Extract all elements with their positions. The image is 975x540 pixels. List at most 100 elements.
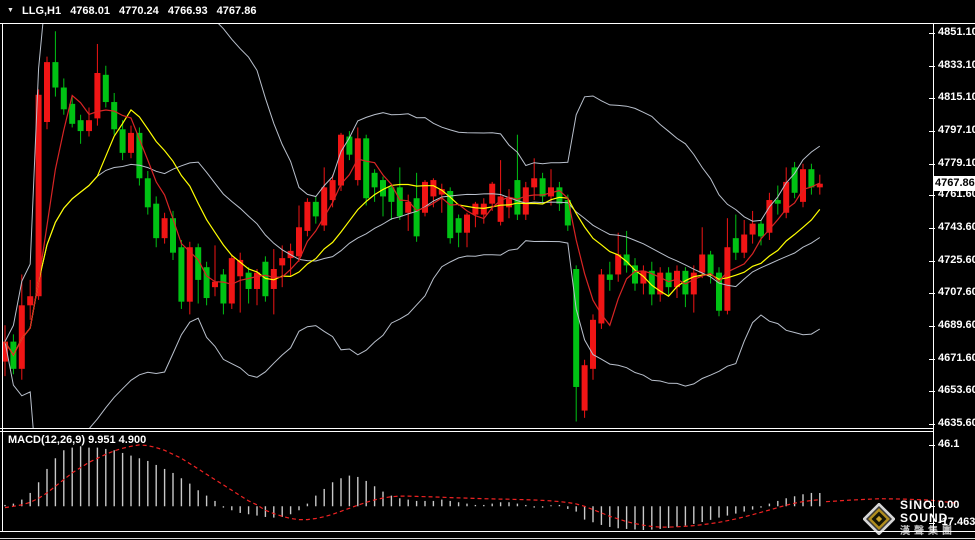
candle-body <box>741 234 748 253</box>
ma-line-red <box>4 94 821 357</box>
logo-name: SINO SOUND <box>900 498 949 525</box>
candle-body <box>195 247 202 280</box>
candle-body <box>615 254 622 275</box>
price-axis-tick <box>929 33 935 34</box>
candle-body <box>237 259 244 277</box>
chevron-down-icon[interactable]: ▼ <box>7 7 14 14</box>
candle-body <box>464 214 470 233</box>
price-axis-label: 4797.10 <box>938 124 975 136</box>
left-border <box>2 23 3 532</box>
candle-body <box>60 87 67 110</box>
candle-body <box>590 319 596 369</box>
current-price-tag: 4767.86 <box>933 176 975 191</box>
candle-body <box>816 183 823 188</box>
price-axis-label: 4743.60 <box>938 221 975 233</box>
candle-body <box>657 272 664 295</box>
candle-body <box>447 190 454 239</box>
candle-body <box>438 189 445 195</box>
candle-body <box>18 305 25 369</box>
candle-body <box>548 187 554 197</box>
ohlc-close: 4767.86 <box>216 5 257 17</box>
candle-body <box>52 62 59 88</box>
candle-body <box>321 187 328 226</box>
candle-body <box>472 203 479 215</box>
candle-body <box>304 201 311 231</box>
price-axis-tick <box>929 164 935 165</box>
candle-body <box>783 181 790 213</box>
macd-axis-tick <box>929 506 935 507</box>
candle-body <box>623 254 630 266</box>
candle-body <box>716 272 722 311</box>
price-axis-label: 4653.60 <box>938 384 975 396</box>
candle-body <box>388 187 395 202</box>
price-axis-tick <box>929 359 935 360</box>
bollinger-middle-band <box>4 161 821 357</box>
candle-body <box>774 200 781 204</box>
candle-body <box>682 270 689 295</box>
candle-body <box>203 267 210 299</box>
candle-body <box>648 270 655 295</box>
ohlc-open: 4768.01 <box>70 5 110 17</box>
candle-body <box>581 365 588 411</box>
price-axis-tick <box>929 195 935 196</box>
candle-body <box>136 132 143 179</box>
candle-body <box>422 181 428 213</box>
price-axis-line <box>933 23 934 532</box>
candle-body <box>690 272 697 295</box>
macd-indicator-label: MACD(12,26,9) 9.951 4.900 <box>8 434 147 446</box>
candle-body <box>119 129 126 153</box>
candle-body <box>77 120 84 132</box>
candle-body <box>413 198 420 237</box>
candle-body <box>573 269 580 387</box>
candle-body <box>35 94 42 297</box>
macd-axis-tick <box>929 445 935 446</box>
candle-body <box>161 218 168 239</box>
macd-signal-line <box>4 444 820 528</box>
candle-body <box>44 62 50 123</box>
main-macd-separator-1 <box>0 428 933 429</box>
candle-body <box>749 223 756 235</box>
candle-body <box>86 120 92 132</box>
candle-body <box>102 74 109 103</box>
candle-body <box>212 281 218 288</box>
top-border <box>0 23 975 24</box>
ma-line-yellow <box>4 108 821 357</box>
price-axis-label: 4851.10 <box>938 26 975 38</box>
candle-body <box>699 254 706 273</box>
macd-signal-extension <box>825 498 957 504</box>
macd-axis-label: -17.463 <box>938 516 975 528</box>
candle-body <box>3 341 8 362</box>
candle-body <box>522 187 529 215</box>
candle-body <box>665 272 672 288</box>
candle-body <box>296 227 302 257</box>
candle-body <box>506 198 512 208</box>
candle-body <box>380 180 386 197</box>
candle-body <box>329 180 336 201</box>
price-axis-tick <box>929 98 935 99</box>
candle-body <box>254 272 260 289</box>
price-axis-tick <box>929 391 935 392</box>
macd-axis-label: 0.00 <box>938 499 960 511</box>
candle-body <box>178 247 185 302</box>
candle-body <box>144 178 151 208</box>
candle-body <box>346 136 353 155</box>
price-axis-label: 4725.60 <box>938 254 975 266</box>
ohlc-high: 4770.24 <box>119 5 159 17</box>
candle-body <box>497 196 504 222</box>
candle-body <box>245 272 252 289</box>
candle-body <box>128 132 134 153</box>
candle-body <box>455 218 462 233</box>
window-bottom-edge <box>0 538 975 539</box>
candle-body <box>800 169 806 202</box>
macd-axis-label: 46.1 <box>938 438 960 450</box>
candle-body <box>270 269 277 289</box>
price-axis-label: 4815.10 <box>938 91 975 103</box>
candle-body <box>564 200 571 226</box>
logo-diamond-icon <box>863 502 895 535</box>
price-axis-tick <box>929 131 935 132</box>
candle-body <box>220 274 227 304</box>
candle-body <box>791 167 798 193</box>
candle-body <box>396 187 403 217</box>
price-axis-tick <box>929 424 935 425</box>
